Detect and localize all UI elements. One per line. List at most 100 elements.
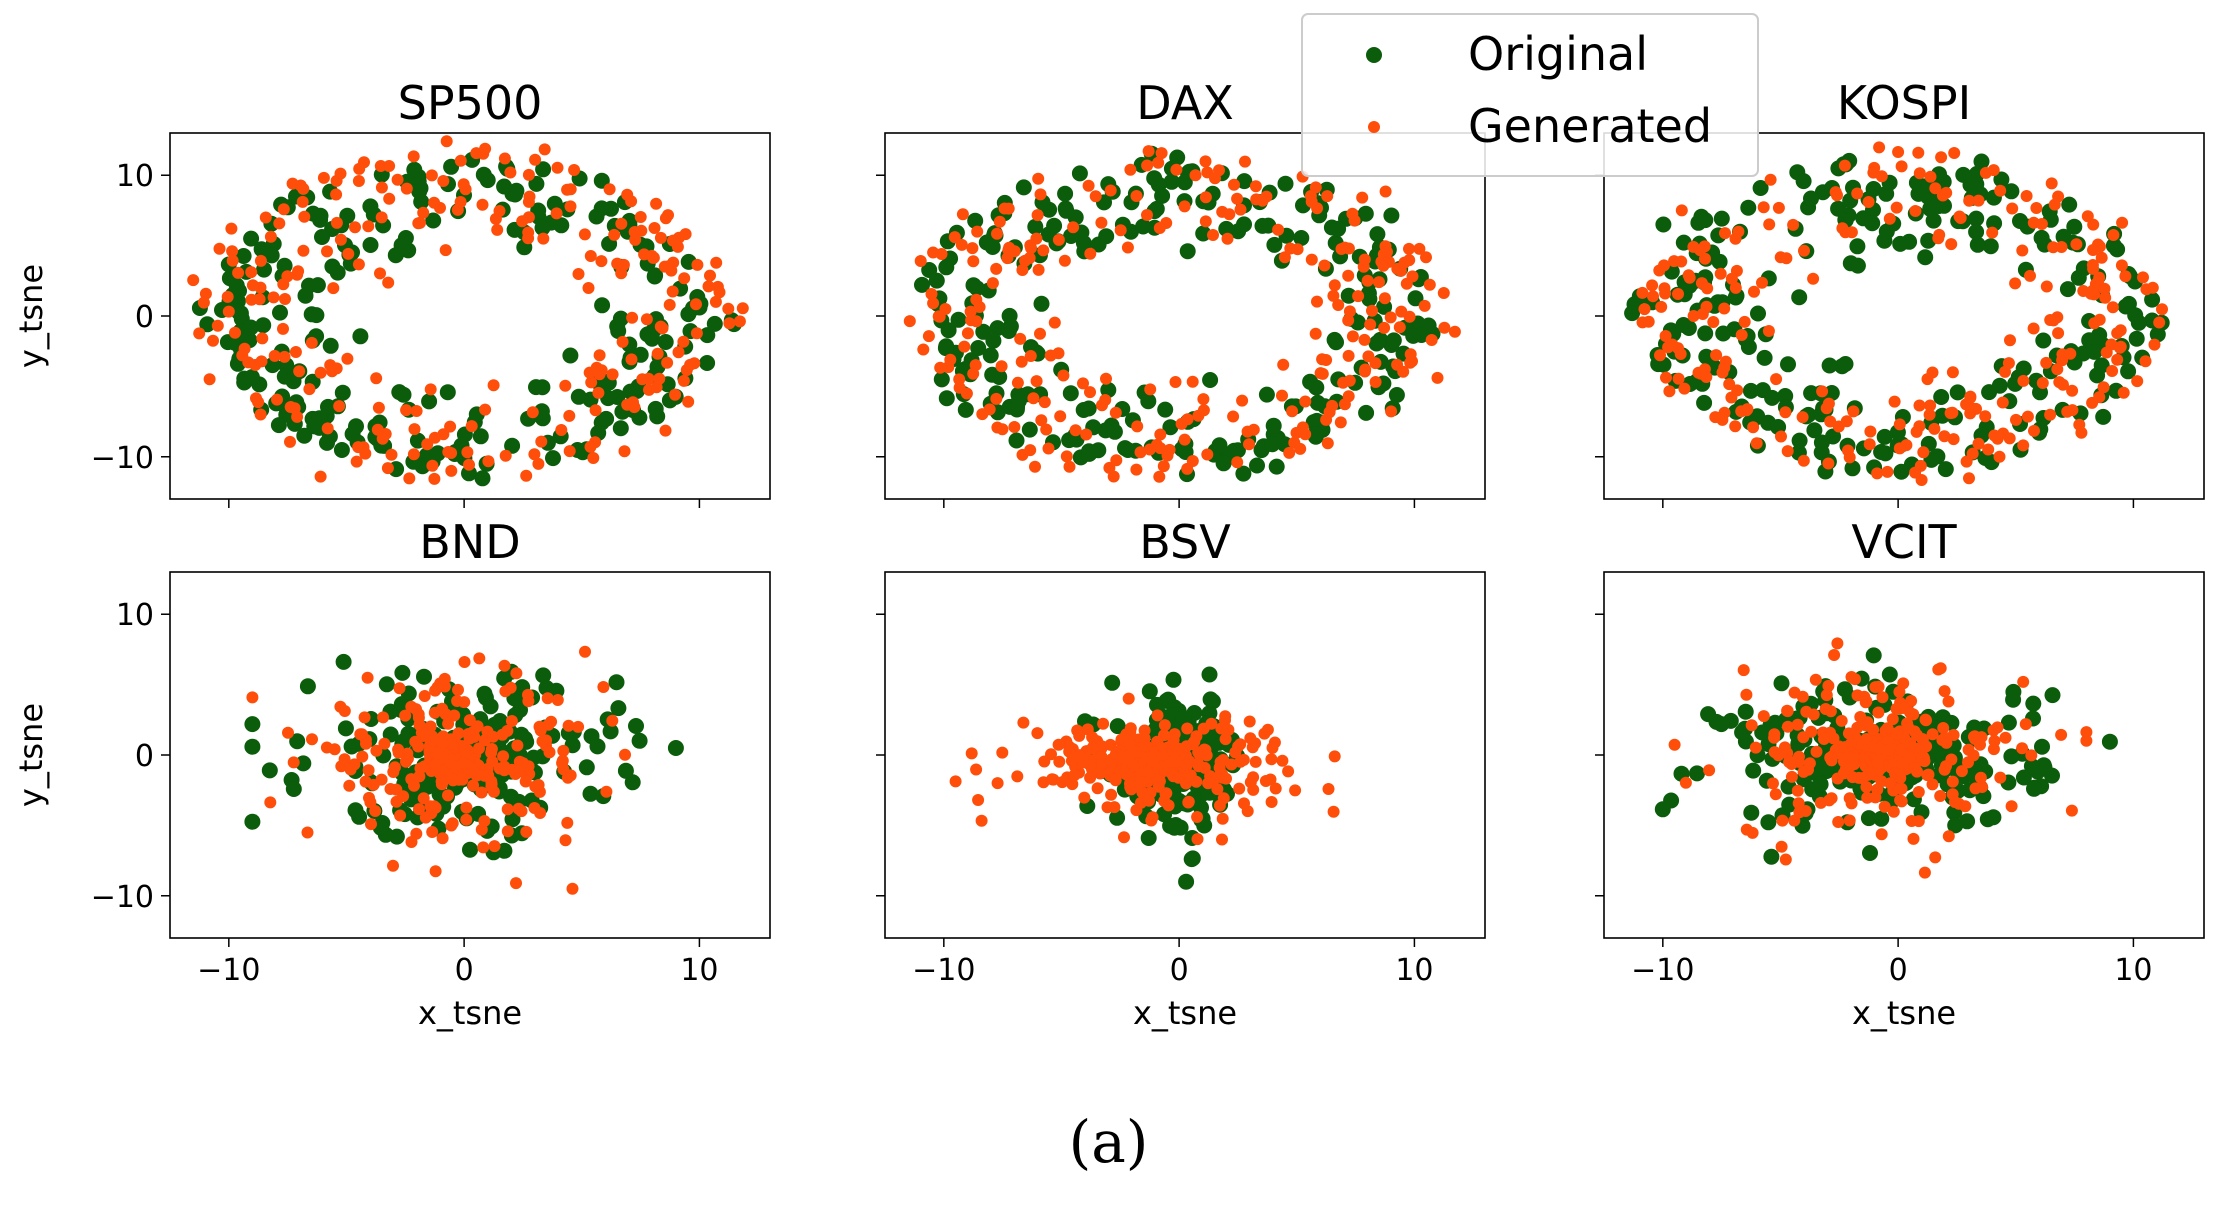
panel-bsv: BSV −10 0 10 x_tsne: [876, 515, 1486, 1032]
generated-point: [365, 818, 377, 831]
generated-point: [1719, 227, 1731, 240]
generated-point: [2153, 316, 2166, 329]
original-point: [1258, 386, 1275, 403]
generated-point: [1972, 194, 1985, 207]
generated-point: [1170, 163, 1183, 176]
generated-point: [442, 789, 454, 802]
generated-point: [385, 448, 398, 461]
original-point: [1385, 332, 1402, 349]
x-tick-label: −10: [912, 953, 975, 988]
generated-point: [526, 406, 539, 419]
generated-point: [498, 152, 511, 165]
generated-point: [510, 877, 522, 890]
generated-point: [1914, 459, 1927, 472]
original-point: [1878, 223, 1895, 240]
generated-point: [493, 205, 506, 217]
generated-point: [1642, 315, 1655, 328]
generated-point: [1121, 241, 1134, 254]
original-point: [1405, 327, 1422, 344]
panel-bnd: BND −10 0 10 −10 0 10 x_tsne y_tsne: [12, 515, 771, 1032]
generated-point: [1810, 745, 1823, 758]
generated-point: [1316, 367, 1329, 380]
generated-point: [1886, 713, 1899, 726]
original-point: [938, 390, 955, 407]
generated-point: [1141, 159, 1154, 172]
generated-point: [927, 297, 940, 310]
original-point: [2144, 291, 2161, 308]
generated-point: [1373, 276, 1385, 289]
original-point: [706, 315, 723, 332]
generated-point: [1213, 799, 1226, 812]
generated-point: [1438, 321, 1451, 334]
generated-point: [317, 171, 330, 184]
generated-point: [1420, 251, 1432, 264]
generated-point: [634, 211, 647, 223]
generated-point: [1636, 286, 1649, 299]
generated-point: [1683, 271, 1696, 284]
generated-point: [2086, 284, 2099, 297]
generated-point: [1672, 372, 1685, 385]
generated-point: [1305, 253, 1318, 266]
generated-point: [1346, 330, 1359, 343]
generated-point: [1878, 800, 1891, 813]
generated-point: [948, 231, 961, 244]
original-point: [443, 158, 460, 175]
generated-point: [211, 319, 224, 332]
generated-point: [372, 401, 385, 414]
generated-point: [559, 379, 572, 392]
original-point: [612, 420, 629, 437]
generated-point: [1362, 350, 1375, 363]
generated-point: [1272, 223, 1285, 236]
generated-point: [2137, 271, 2149, 284]
generated-point: [600, 785, 613, 798]
generated-point: [375, 181, 388, 194]
generated-point: [551, 694, 564, 706]
generated-point: [2040, 356, 2053, 369]
original-point: [1293, 230, 1310, 246]
generated-point: [460, 801, 473, 814]
generated-point: [650, 197, 663, 210]
generated-point: [520, 825, 533, 838]
generated-point: [1289, 784, 1302, 797]
generated-point: [1660, 371, 1672, 384]
generated-point: [1030, 232, 1043, 245]
generated-point: [1818, 733, 1830, 745]
generated-point: [955, 238, 968, 251]
generated-point: [1792, 797, 1805, 810]
generated-point: [684, 358, 697, 371]
generated-point: [538, 143, 551, 156]
original-point: [1211, 437, 1228, 454]
generated-point: [1828, 649, 1841, 661]
original-point: [289, 733, 306, 750]
generated-point: [259, 211, 272, 224]
generated-point: [1358, 333, 1371, 346]
generated-point: [2092, 275, 2104, 288]
generated-point: [2027, 322, 2040, 335]
generated-point: [2030, 202, 2043, 214]
generated-point: [2077, 285, 2090, 297]
generated-point: [2020, 190, 2033, 202]
generated-point: [1056, 776, 1069, 789]
original-point: [1358, 404, 1375, 421]
generated-point: [1011, 770, 1024, 783]
generated-point: [450, 760, 463, 772]
generated-point: [431, 681, 444, 694]
generated-point: [1822, 457, 1835, 470]
original-point: [1760, 814, 1777, 831]
original-point: [1268, 458, 1285, 475]
generated-point: [1764, 173, 1777, 186]
original-point: [263, 247, 280, 264]
original-point: [504, 437, 521, 454]
generated-point: [1937, 722, 1950, 734]
generated-point: [456, 773, 469, 786]
generated-point: [1844, 759, 1857, 772]
original-point: [1098, 228, 1115, 245]
original-point: [2101, 733, 2118, 750]
generated-point: [1959, 800, 1972, 813]
original-point: [1876, 428, 1893, 445]
original-point: [439, 384, 456, 401]
generated-point: [1946, 775, 1959, 788]
generated-point: [1002, 202, 1015, 215]
generated-point: [659, 424, 672, 437]
generated-point: [972, 794, 985, 806]
